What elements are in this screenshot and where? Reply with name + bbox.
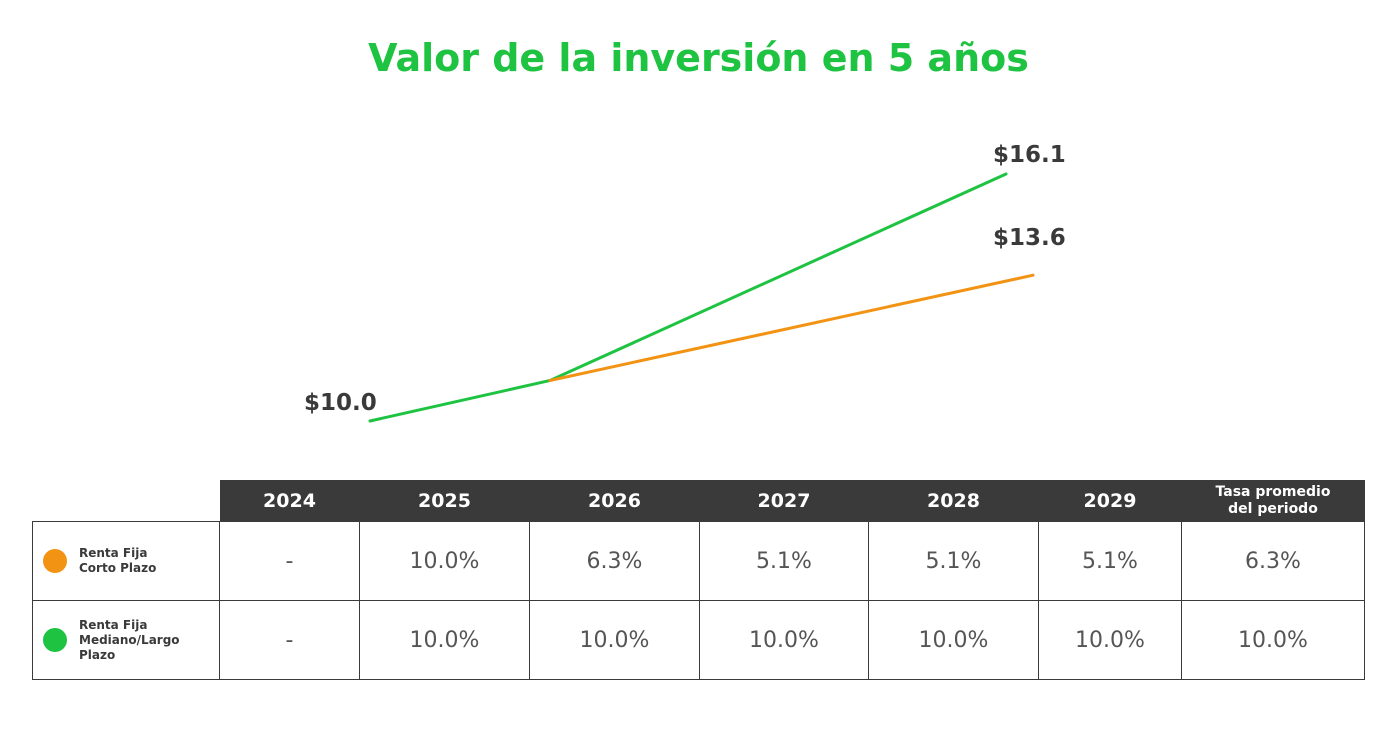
series-line-corto-plazo	[548, 273, 1035, 382]
line-chart: $10.0 $16.1 $13.6	[304, 142, 1066, 423]
rate-cell: 5.1%	[1038, 521, 1182, 601]
rate-cell: 10.0%	[359, 521, 530, 601]
rate-cell: -	[219, 521, 360, 601]
series-label-cell: Renta Fija Mediano/Largo Plazo	[32, 600, 220, 680]
series-label-cell: Renta Fija Corto Plazo	[32, 521, 220, 601]
series-name: Renta Fija Mediano/Largo Plazo	[79, 618, 219, 663]
rate-cell: 10.0%	[1038, 600, 1182, 680]
table-row: Renta Fija Mediano/Largo Plazo - 10.0% 1…	[32, 600, 1365, 680]
average-rate-cell: 10.0%	[1181, 600, 1365, 680]
chart-title: Valor de la inversión en 5 años	[368, 36, 1029, 80]
rate-cell: -	[219, 600, 360, 680]
rates-table: 2024 2025 2026 2027 2028 2029 Tasa prome…	[32, 480, 1365, 680]
data-value-label: $16.1	[993, 142, 1066, 168]
orange-dot-icon	[43, 549, 67, 573]
series-line-mediano-largo-plazo	[368, 172, 1008, 423]
average-rate-cell: 6.3%	[1181, 521, 1365, 601]
rate-cell: 5.1%	[699, 521, 869, 601]
rate-cell: 5.1%	[868, 521, 1039, 601]
header-average-line1: Tasa promedio	[1215, 483, 1331, 500]
header-year: 2029	[1038, 480, 1182, 522]
series-name-line2: Corto Plazo	[79, 561, 157, 575]
header-year: 2025	[359, 480, 530, 522]
rate-cell: 10.0%	[868, 600, 1039, 680]
header-year: 2028	[868, 480, 1039, 522]
table-row: Renta Fija Corto Plazo - 10.0% 6.3% 5.1%…	[32, 521, 1365, 601]
header-blank-cell	[32, 480, 220, 522]
rate-cell: 10.0%	[529, 600, 700, 680]
green-dot-icon	[43, 628, 67, 652]
header-year: 2026	[529, 480, 700, 522]
header-average-rate: Tasa promedio del periodo	[1181, 480, 1365, 522]
rate-cell: 10.0%	[359, 600, 530, 680]
header-year: 2027	[699, 480, 869, 522]
series-name-line1: Renta Fija	[79, 617, 148, 632]
series-name-line2: Mediano/Largo Plazo	[79, 632, 180, 662]
data-value-label: $10.0	[304, 390, 377, 416]
table-header-row: 2024 2025 2026 2027 2028 2029 Tasa prome…	[32, 480, 1365, 522]
header-year: 2024	[219, 480, 360, 522]
data-value-label: $13.6	[993, 225, 1066, 251]
rate-cell: 6.3%	[529, 521, 700, 601]
rate-cell: 10.0%	[699, 600, 869, 680]
series-name-line1: Renta Fija	[79, 546, 148, 560]
series-name: Renta Fija Corto Plazo	[79, 546, 156, 576]
header-average-line2: del periodo	[1228, 500, 1318, 517]
